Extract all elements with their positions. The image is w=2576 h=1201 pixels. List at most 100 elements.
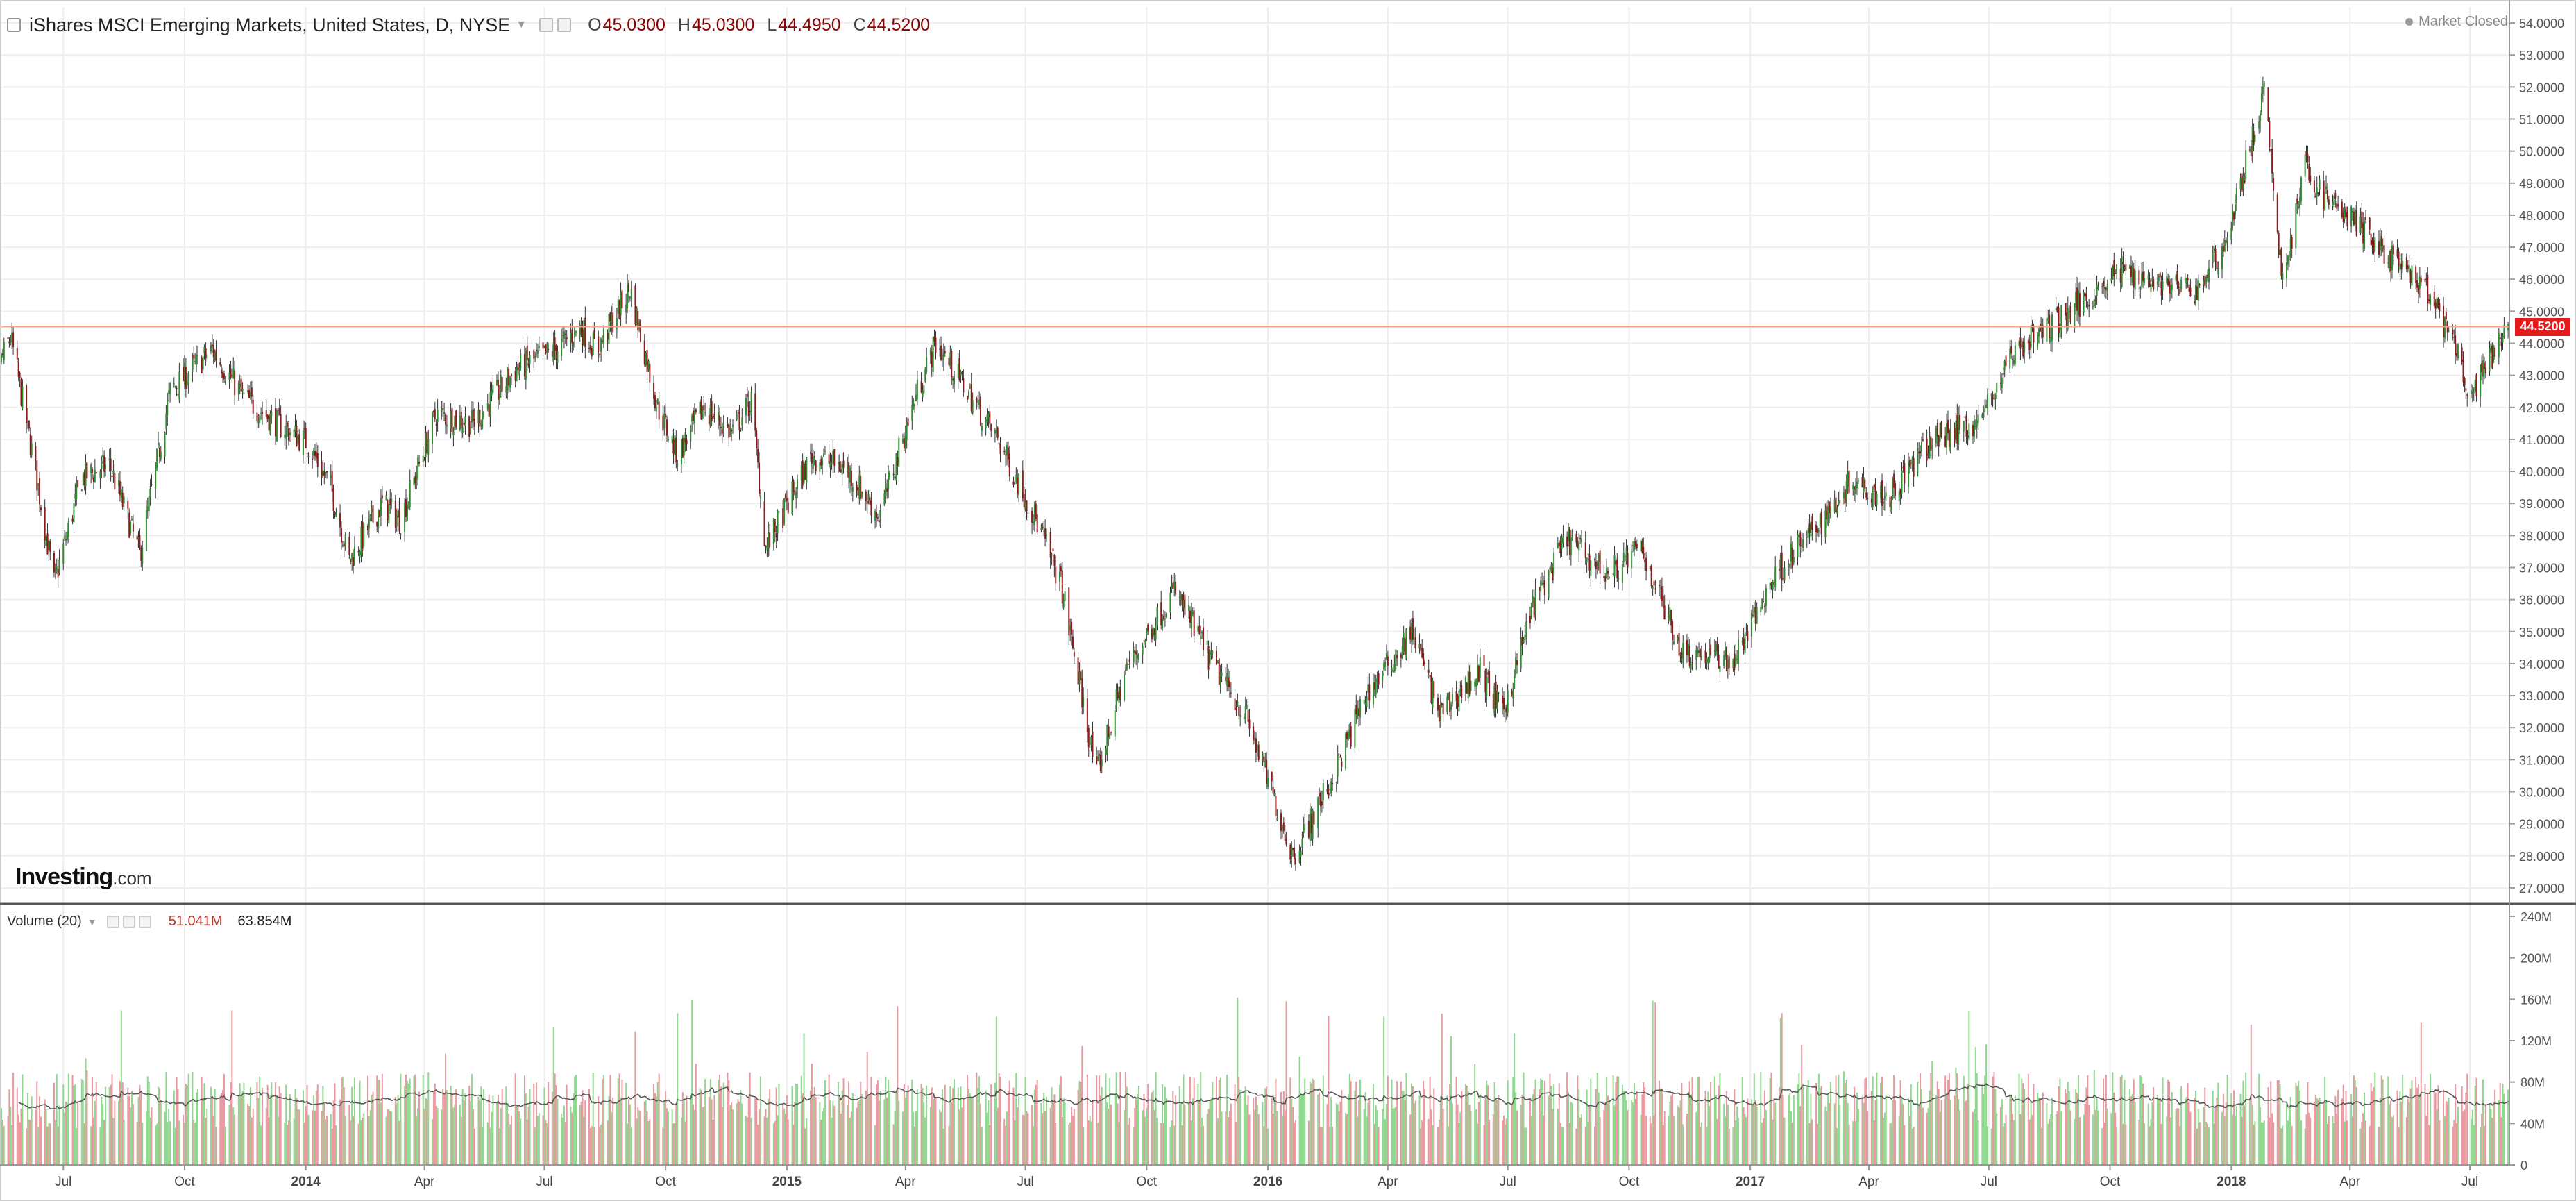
candle-body — [1332, 783, 1334, 784]
candle-body — [459, 415, 461, 430]
candle-body — [307, 455, 310, 457]
volume-bar — [1238, 1077, 1240, 1165]
candle-body — [856, 484, 858, 491]
volume-bar — [2056, 1111, 2058, 1165]
candle-body — [1586, 557, 1588, 562]
volume-bar — [1622, 1091, 1625, 1165]
volume-bar — [306, 1085, 308, 1165]
candle-body — [460, 412, 462, 428]
chevron-down-icon[interactable]: ▼ — [87, 916, 97, 927]
price-tick-label: 42.0000 — [2519, 401, 2564, 415]
volume-bar — [1902, 1104, 1904, 1165]
candle-body — [168, 390, 170, 395]
volume-bar — [510, 1115, 512, 1165]
candle-body — [446, 424, 448, 426]
candle-body — [505, 386, 507, 393]
candle-body — [2207, 274, 2209, 278]
candle-body — [2457, 344, 2459, 359]
volume-bar — [149, 1117, 151, 1165]
candle-body — [497, 380, 499, 400]
candle-body — [325, 471, 327, 475]
volume-bar — [464, 1093, 466, 1165]
candle-body — [1275, 796, 1277, 816]
candle-body — [1118, 687, 1120, 703]
volume-bar — [1913, 1127, 1915, 1165]
candle-body — [1806, 537, 1808, 538]
volume-bar — [1562, 1127, 1564, 1165]
volume-bar — [1312, 1078, 1314, 1165]
volume-bar — [1083, 1127, 1085, 1165]
volume-bar — [446, 1089, 448, 1165]
volume-bar — [1584, 1126, 1586, 1165]
candle-body — [693, 410, 695, 421]
candle-body — [2056, 307, 2058, 312]
collapse-toggle[interactable] — [7, 18, 21, 32]
candle-body — [1523, 639, 1525, 644]
volume-bar — [1328, 1016, 1330, 1165]
candle-body — [363, 523, 365, 547]
volume-bar — [2382, 1079, 2384, 1165]
candle-body — [870, 500, 872, 516]
hide-icon[interactable] — [557, 18, 572, 32]
candle-body — [332, 488, 334, 511]
candle-body — [2159, 272, 2161, 278]
volume-bar — [1530, 1116, 1532, 1165]
candle-body — [555, 345, 557, 360]
candle-body — [131, 518, 133, 520]
price-tick-label: 44.0000 — [2519, 337, 2564, 351]
settings-icon[interactable] — [539, 18, 554, 32]
candle-body — [1847, 471, 1849, 487]
candle-body — [819, 462, 821, 472]
chevron-down-icon[interactable]: ▼ — [516, 19, 527, 31]
candle-body — [1981, 414, 1983, 418]
volume-bar — [1990, 1128, 1992, 1165]
volume-bar — [1124, 1110, 1126, 1165]
volume-bar — [2067, 1082, 2069, 1165]
volume-bar — [671, 1109, 673, 1165]
candle-body — [417, 457, 419, 480]
candle-body — [1963, 421, 1965, 432]
volume-bar — [99, 1127, 101, 1165]
volume-bar — [2083, 1114, 2085, 1165]
close-icon[interactable] — [138, 915, 151, 928]
candle-body — [2038, 328, 2040, 337]
volume-bar — [1115, 1072, 1117, 1165]
candle-body — [986, 414, 988, 421]
volume-bar — [90, 1126, 92, 1165]
volume-bar — [948, 1125, 950, 1165]
candle-body — [888, 473, 890, 477]
candle-body — [777, 510, 779, 535]
candle-body — [1031, 510, 1033, 523]
volume-bar — [1505, 1118, 1507, 1165]
volume-bar — [876, 1080, 879, 1165]
candle-body — [2464, 378, 2466, 385]
candle-body — [315, 452, 317, 459]
candle-body — [1948, 430, 1950, 448]
settings-icon[interactable] — [106, 915, 119, 928]
volume-bar — [1414, 1100, 1416, 1165]
candle-body — [289, 432, 291, 435]
candle-body — [2124, 267, 2126, 269]
candle-body — [1659, 585, 1661, 586]
candle-body — [2408, 265, 2410, 271]
volume-bar — [533, 1083, 535, 1165]
volume-bar — [2058, 1086, 2060, 1165]
volume-bar — [1300, 1093, 1302, 1165]
candle-body — [194, 361, 196, 362]
hide-icon[interactable] — [122, 915, 135, 928]
volume-bar — [422, 1075, 424, 1165]
volume-bar — [1820, 1086, 1822, 1165]
volume-bar — [580, 1102, 582, 1165]
volume-bar — [1276, 1111, 1278, 1165]
volume-bar — [211, 1097, 213, 1165]
volume-bar — [951, 1102, 953, 1165]
candle-body — [1752, 614, 1754, 616]
volume-bar — [683, 1098, 685, 1165]
candle-body — [754, 393, 756, 431]
candle-body — [193, 355, 195, 359]
volume-bar — [1578, 1089, 1580, 1165]
volume-bar — [49, 1123, 51, 1165]
candle-body — [932, 336, 934, 372]
candle-body — [607, 332, 609, 340]
